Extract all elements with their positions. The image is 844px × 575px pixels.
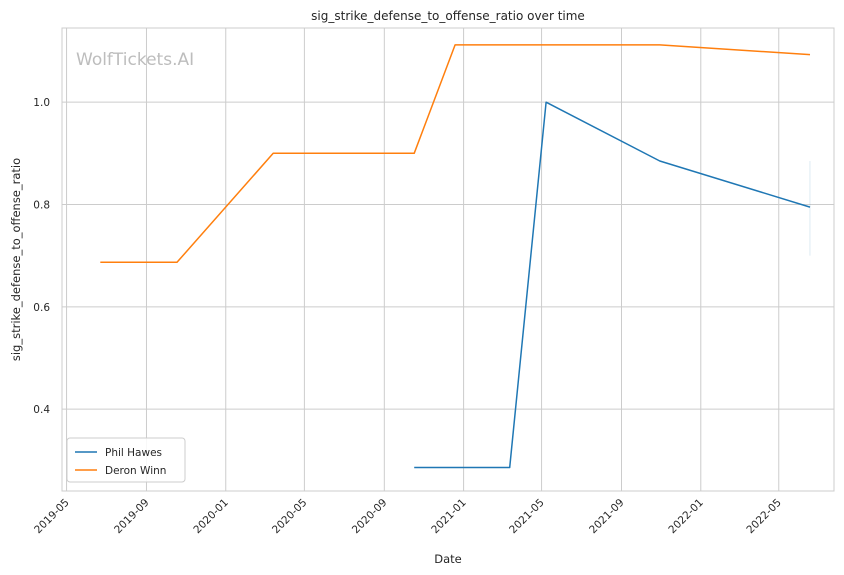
y-tick-label: 1.0 — [33, 97, 50, 109]
grid — [62, 28, 834, 491]
legend-label: Deron Winn — [105, 465, 166, 477]
plot-area — [61, 27, 835, 492]
x-tick-label: 2022-01 — [666, 497, 706, 537]
x-tick-label: 2020-05 — [270, 497, 310, 537]
x-tick-label: 2020-09 — [350, 497, 390, 537]
legend-label: Phil Hawes — [105, 447, 162, 459]
x-tick-label: 2021-01 — [429, 497, 469, 537]
legend: Phil Hawes Deron Winn — [66, 437, 186, 483]
x-tick-label: 2019-09 — [112, 497, 152, 537]
x-tick-label: 2021-05 — [507, 497, 547, 537]
series-line-phil-hawes — [414, 101, 811, 469]
x-tick-label: 2020-01 — [191, 497, 231, 537]
x-tick-labels: 2019-05 2019-09 2020-01 2020-05 2020-09 2021-… — [32, 497, 784, 537]
x-axis-label: Date — [434, 552, 462, 566]
y-tick-label: 0.6 — [33, 302, 50, 314]
x-tick-label: 2021-09 — [587, 497, 627, 537]
series-lines — [100, 44, 811, 469]
x-tick-label: 2022-05 — [744, 497, 784, 537]
series-line-deron-winn — [100, 44, 811, 264]
chart-title: sig_strike_defense_to_offense_ratio over… — [311, 9, 585, 23]
watermark-text: WolfTickets.AI — [76, 50, 194, 70]
y-tick-label: 0.8 — [33, 200, 50, 212]
y-axis-label: sig_strike_defense_to_offense_ratio — [9, 158, 23, 361]
x-tick-label: 2019-05 — [32, 497, 72, 537]
legend-box — [66, 437, 186, 483]
y-tick-label: 0.4 — [33, 404, 50, 416]
y-tick-labels: 0.4 0.6 0.8 1.0 — [33, 97, 50, 416]
